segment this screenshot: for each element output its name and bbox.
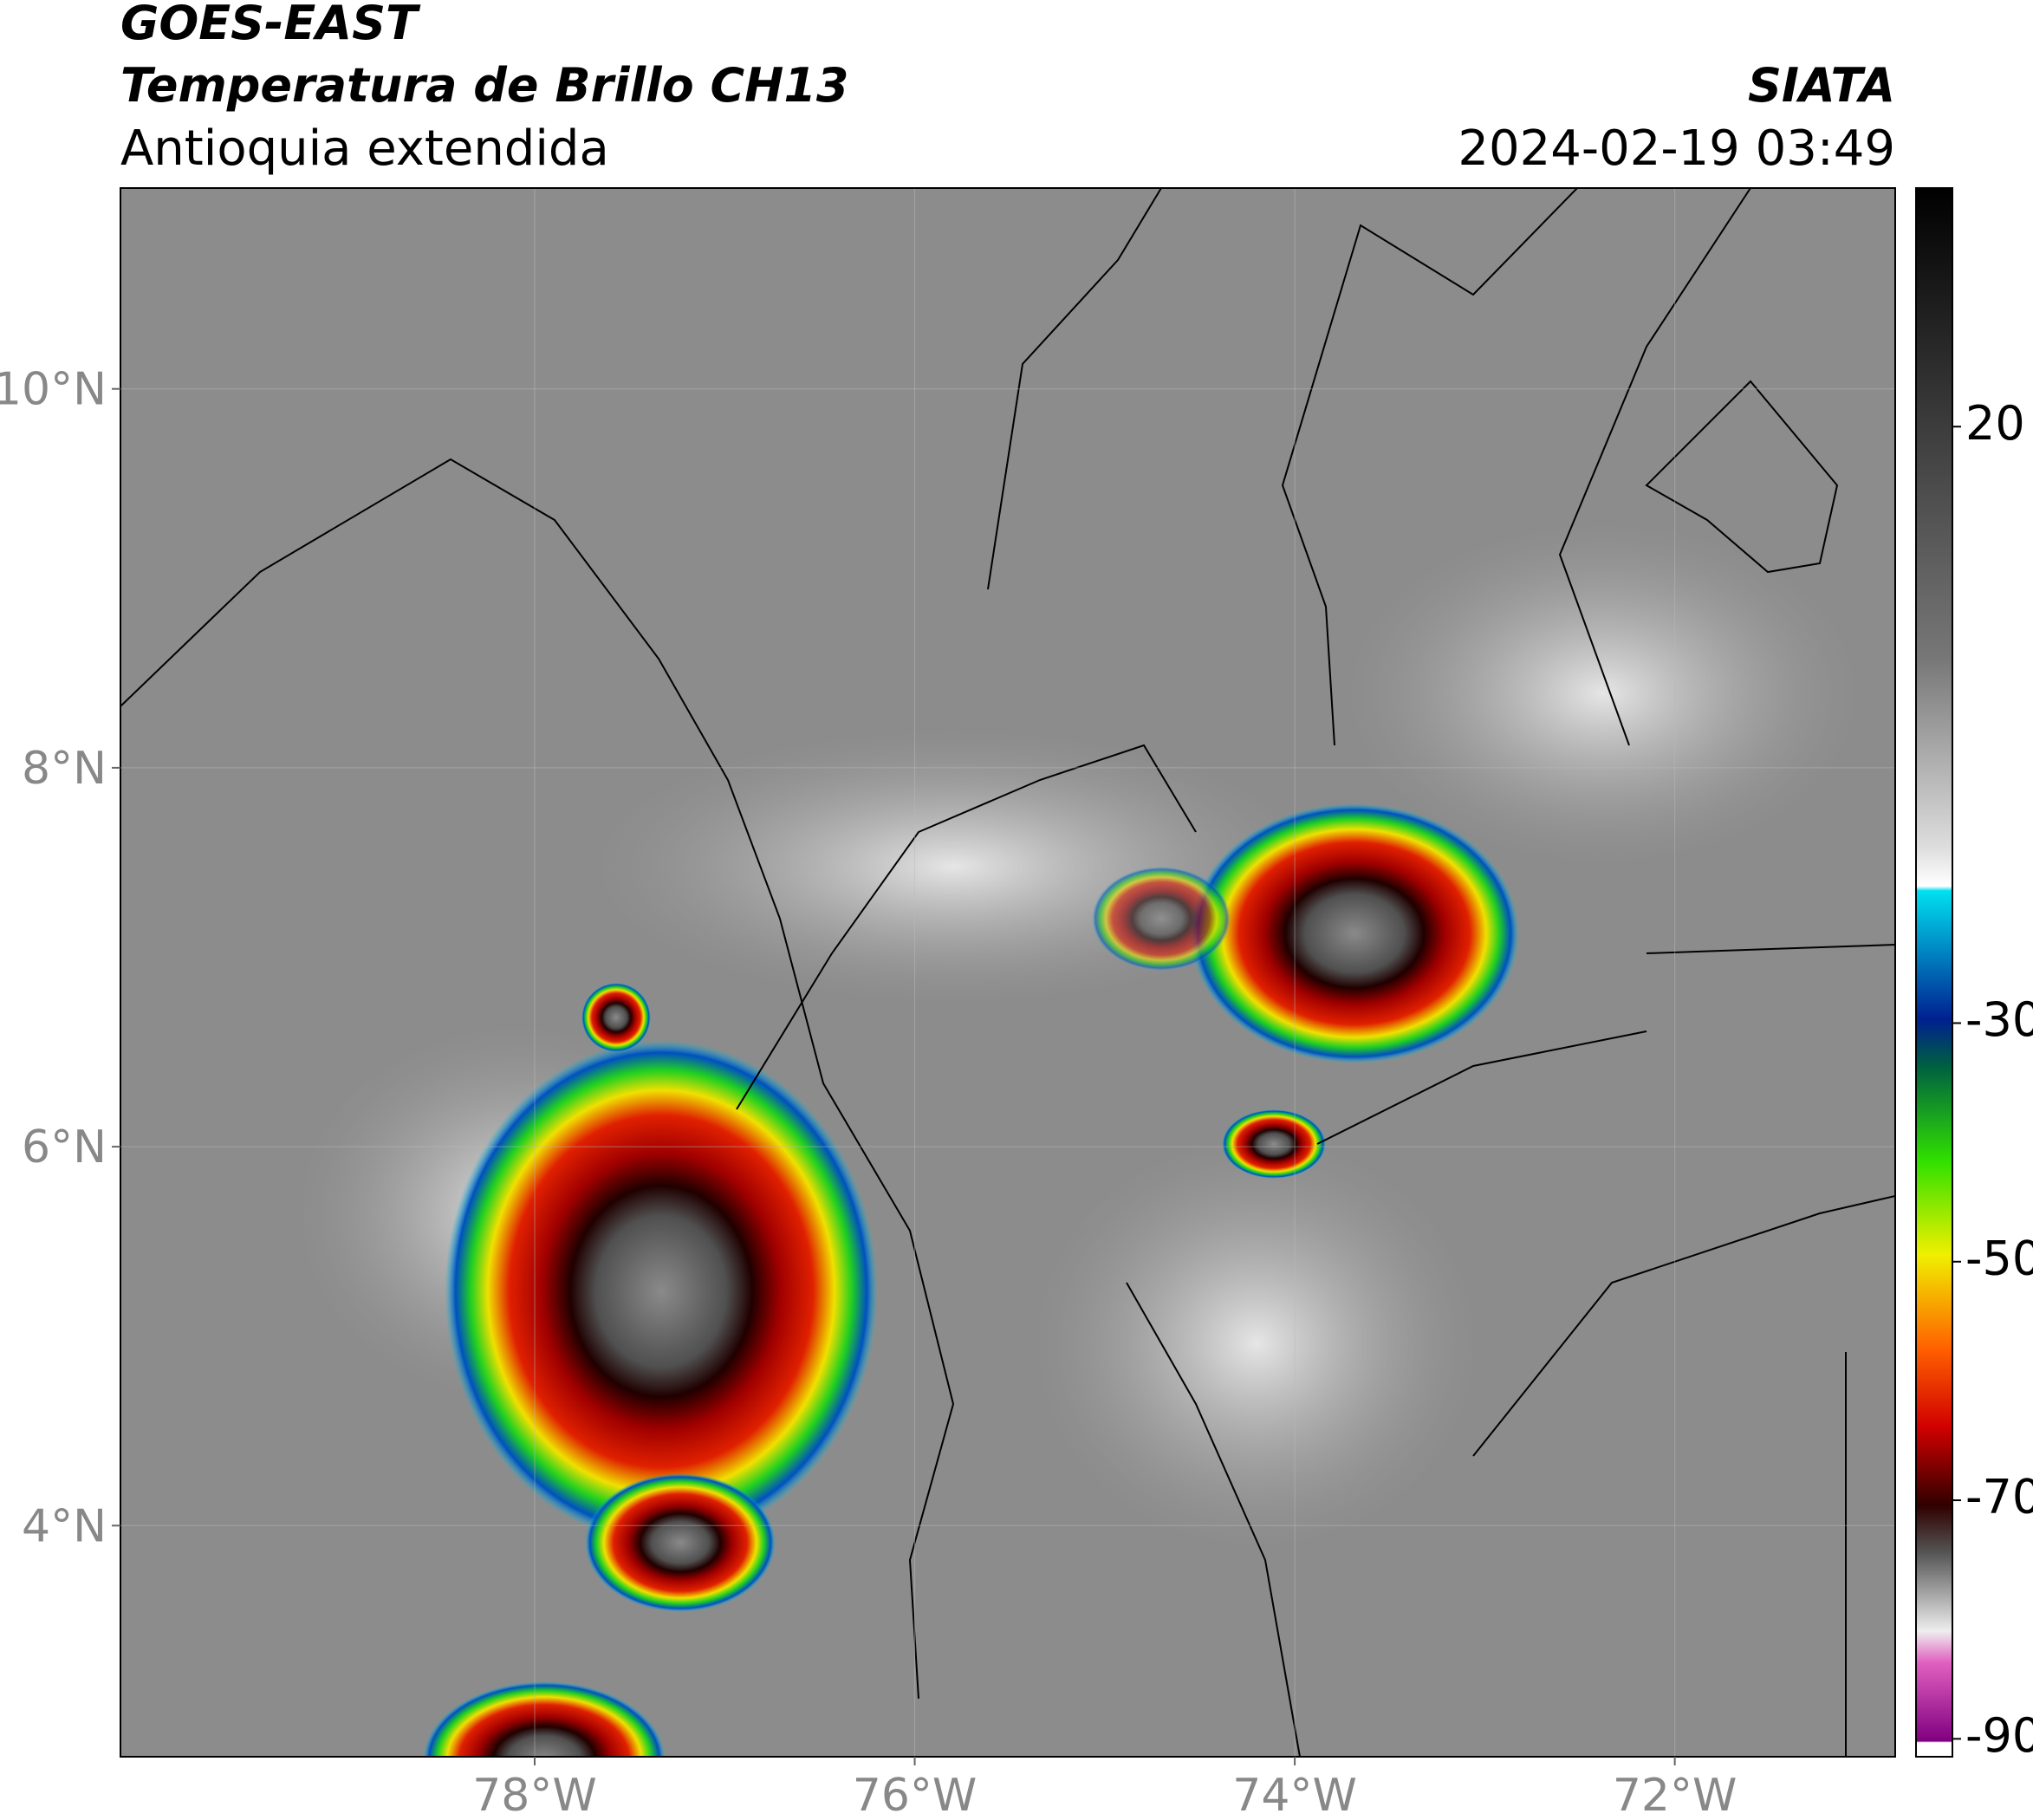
lon-tick-label: 76°W — [853, 1770, 978, 1820]
borders — [120, 188, 1895, 1757]
colorbar-tick-label: -90 — [1965, 1708, 2033, 1763]
lat-tick-label: 8°N — [22, 743, 107, 795]
colorbar-tick-label: -50 — [1965, 1231, 2033, 1285]
storm — [581, 983, 651, 1052]
satellite: GOES-EAST — [120, 0, 421, 50]
organization: SIATA — [1748, 58, 1895, 113]
cloud — [1343, 520, 1863, 867]
lon-tick-label: 72°W — [1613, 1770, 1737, 1820]
colorbar-tick-label: -30 — [1965, 992, 2033, 1047]
storm — [1190, 803, 1519, 1063]
storm — [445, 1040, 878, 1543]
lon-tick-label: 78°W — [472, 1770, 597, 1820]
colorbar-tick-label: 20 — [1965, 396, 2025, 451]
lat-tick-label: 10°N — [0, 364, 107, 416]
lat-tick-label: 6°N — [22, 1121, 107, 1173]
map-frame — [120, 187, 1896, 1758]
cloud — [1031, 1135, 1482, 1551]
datetime: 2024-02-19 03:49 — [1458, 120, 1895, 177]
storm — [1222, 1109, 1326, 1179]
lat-tick-label: 4°N — [22, 1500, 107, 1552]
region: Antioquia extendida — [120, 120, 609, 177]
product: Temperatura de Brillo CH13 — [120, 58, 849, 113]
storm — [585, 1473, 776, 1612]
map-image — [120, 188, 1895, 1757]
colorbar — [1915, 187, 1953, 1758]
storm — [1092, 867, 1231, 971]
storm — [423, 1681, 666, 1757]
colorbar-tick-label: -70 — [1965, 1470, 2033, 1524]
grid — [120, 188, 1895, 1757]
lon-tick-label: 74°W — [1232, 1770, 1357, 1820]
